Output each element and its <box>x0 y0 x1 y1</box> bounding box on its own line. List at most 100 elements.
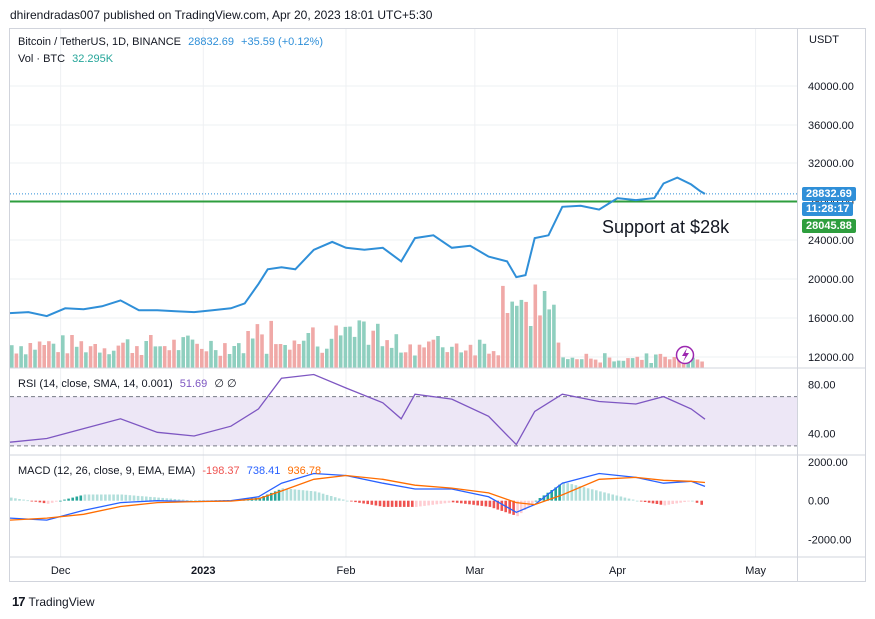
support-annotation: Support at $28k <box>602 217 730 237</box>
volume-bar <box>482 343 487 368</box>
macd-histogram-bar <box>87 494 91 501</box>
macd-histogram-bar <box>480 500 484 506</box>
macd-histogram-bar <box>472 500 475 505</box>
volume-bar <box>23 354 28 368</box>
symbol-name: Bitcoin / TetherUS, 1D, BINANCE <box>18 36 182 48</box>
macd-histogram-bar <box>435 500 439 505</box>
macd-histogram-bar <box>635 500 639 502</box>
macd-histogram-bar <box>42 500 46 504</box>
volume-bar <box>635 356 640 368</box>
volume-bar <box>376 323 380 368</box>
macd-histogram-bar <box>140 496 144 501</box>
macd-histogram-bar <box>366 500 369 505</box>
macd-histogram-bar <box>165 498 169 501</box>
volume-bar <box>399 352 403 368</box>
volume-bar <box>209 340 213 368</box>
macd-histogram-bar <box>112 494 115 501</box>
volume-bar <box>487 353 491 368</box>
volume-bar <box>352 336 357 368</box>
macd-histogram-bar <box>46 500 50 504</box>
macd-histogram-bar <box>95 494 99 501</box>
macd-histogram-bar <box>153 497 156 501</box>
volume-bar <box>93 344 97 368</box>
macd-histogram-bar <box>161 497 164 501</box>
volume-bar <box>658 353 663 368</box>
macd-histogram-bar <box>177 499 181 501</box>
macd-histogram-bar <box>305 490 309 501</box>
volume-bar <box>88 346 93 368</box>
volume-bar <box>528 326 533 368</box>
macd-histogram <box>10 482 703 517</box>
macd-histogram-bar <box>289 489 293 501</box>
chart-frame[interactable] <box>9 28 798 582</box>
price-tick-label: 32000.00 <box>808 158 854 170</box>
macd-histogram-bar <box>419 500 422 507</box>
time-tick-label: Apr <box>609 565 626 577</box>
macd-histogram-bar <box>22 499 25 501</box>
macd-histogram-bar <box>394 500 398 507</box>
macd-histogram-bar <box>447 500 451 503</box>
volume-bar <box>431 339 436 368</box>
macd-histogram-bar <box>34 500 38 502</box>
volume-bar <box>283 345 287 368</box>
macd-histogram-bar <box>258 497 262 501</box>
volume-bar <box>121 342 125 368</box>
macd-histogram-bar <box>402 500 406 507</box>
macd-histogram-bar <box>663 500 667 506</box>
volume-bar <box>297 344 301 368</box>
volume-bar <box>598 362 602 368</box>
price-axis[interactable] <box>798 28 866 582</box>
macd-histogram-bar <box>407 500 410 507</box>
volume-bar <box>195 343 199 368</box>
macd-histogram-bar <box>262 496 265 501</box>
volume-bar <box>107 354 111 368</box>
volume-bar <box>19 346 23 368</box>
macd-histogram-bar <box>386 500 390 507</box>
macd-histogram-bar <box>390 500 394 507</box>
tradingview-logo-icon: 17 <box>12 594 26 609</box>
volume-bar <box>547 309 551 368</box>
macd-histogram-bar <box>83 494 87 501</box>
macd-histogram-bar <box>415 500 418 507</box>
symbol-legend[interactable]: Bitcoin / TetherUS, 1D, BINANCE 28832.69… <box>18 36 323 48</box>
macd-histogram-bar <box>574 485 578 501</box>
footer[interactable]: 17 TradingView <box>12 594 95 609</box>
rsi-legend[interactable]: RSI (14, close, SMA, 14, 0.001) 51.69 ∅ … <box>18 377 237 390</box>
macd-histogram-bar <box>301 490 305 501</box>
macd-histogram-bar <box>675 500 678 504</box>
volume-bar <box>422 347 426 368</box>
volume-bar <box>153 346 158 368</box>
volume-bar <box>603 353 607 368</box>
rsi-extra: ∅ ∅ <box>214 378 237 390</box>
macd-histogram-bar <box>169 498 173 501</box>
volume-bar <box>700 361 704 368</box>
macd-tick-label: 2000.00 <box>808 457 848 469</box>
price-tick-label: 40000.00 <box>808 81 854 93</box>
lightning-icon[interactable] <box>675 345 695 365</box>
volume-bar <box>667 359 672 368</box>
macd-histogram-bar <box>59 500 62 502</box>
macd-histogram-bar <box>50 500 54 503</box>
volume-bar <box>269 320 273 368</box>
volume-bar <box>468 344 473 368</box>
macd-histogram-bar <box>378 500 382 507</box>
volume-bar <box>556 342 561 368</box>
macd-histogram-bar <box>439 500 443 504</box>
macd-legend[interactable]: MACD (12, 26, close, 9, EMA, EMA) -198.3… <box>18 465 321 477</box>
volume-bar <box>348 326 352 368</box>
footer-brand: TradingView <box>28 594 95 609</box>
volume-bar <box>167 350 172 368</box>
volume-bar <box>681 361 686 368</box>
macd-histogram-bar <box>558 484 561 501</box>
volume-bar <box>111 350 116 368</box>
volume-bar <box>515 305 519 368</box>
macd-histogram-bar <box>104 494 107 501</box>
macd-histogram-bar <box>603 492 606 501</box>
macd-histogram-bar <box>667 500 671 505</box>
volume-bar <box>144 341 148 368</box>
macd-histogram-bar <box>659 500 663 505</box>
macd-histogram-bar <box>651 500 655 504</box>
volume-legend[interactable]: Vol · BTC 32.295K <box>18 53 113 65</box>
volume-bar <box>56 352 60 368</box>
